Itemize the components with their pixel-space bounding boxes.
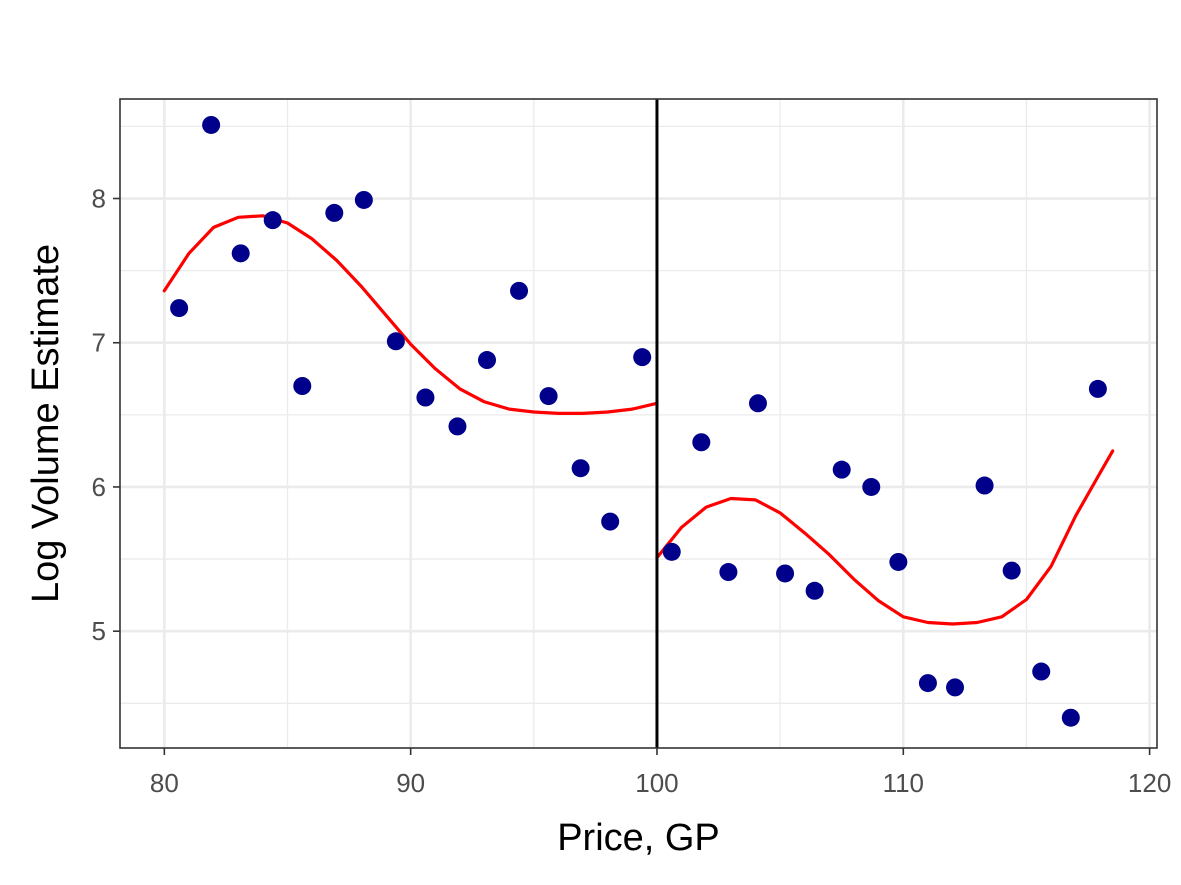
data-point	[601, 512, 620, 531]
data-point	[539, 387, 558, 406]
x-tick-label: 110	[883, 768, 924, 798]
data-point	[510, 281, 529, 300]
data-point	[1061, 708, 1080, 727]
y-tick-label: 8	[92, 184, 106, 214]
data-point	[975, 476, 994, 495]
data-point	[448, 417, 467, 436]
data-point	[946, 678, 965, 697]
y-axis-title: Log Volume Estimate	[25, 244, 67, 603]
data-point	[862, 477, 881, 496]
data-point	[293, 377, 312, 396]
panel-border	[119, 98, 1158, 749]
minor-gridlines	[120, 99, 1157, 748]
data-point	[478, 351, 497, 370]
y-axis-ticks: 5 6 7 8	[92, 184, 120, 646]
data-point	[776, 564, 795, 583]
data-point	[231, 244, 250, 263]
x-axis-title: Price, GP	[557, 817, 720, 859]
y-tick-label: 5	[92, 616, 106, 646]
x-tick-label: 80	[150, 768, 179, 798]
major-gridlines	[120, 99, 1157, 748]
data-point	[692, 433, 711, 452]
data-point	[662, 542, 681, 561]
data-point	[832, 460, 851, 479]
data-point	[1032, 662, 1051, 681]
data-point	[1002, 561, 1021, 580]
data-point	[354, 190, 373, 209]
data-point	[571, 459, 590, 478]
y-tick-label: 7	[92, 328, 106, 358]
data-point	[1088, 379, 1107, 398]
y-tick-label: 6	[92, 472, 106, 502]
x-axis-ticks: 80 90 100 110 120	[150, 748, 1171, 798]
fit-curve-2	[655, 449, 1115, 626]
data-point	[633, 348, 652, 367]
x-tick-label: 100	[635, 768, 678, 798]
data-point	[889, 552, 908, 571]
x-tick-label: 120	[1128, 768, 1171, 798]
data-point	[170, 299, 189, 318]
data-points	[170, 115, 1107, 727]
data-point	[325, 203, 344, 222]
fit-curve-1	[162, 214, 659, 415]
data-point	[748, 394, 767, 413]
x-tick-label: 90	[396, 768, 425, 798]
data-point	[805, 581, 824, 600]
data-point	[918, 674, 937, 693]
data-point	[263, 211, 282, 230]
data-point	[416, 388, 435, 407]
fit-curves	[162, 214, 1115, 626]
data-point	[719, 563, 738, 582]
data-point	[386, 332, 405, 351]
data-point	[202, 115, 221, 134]
